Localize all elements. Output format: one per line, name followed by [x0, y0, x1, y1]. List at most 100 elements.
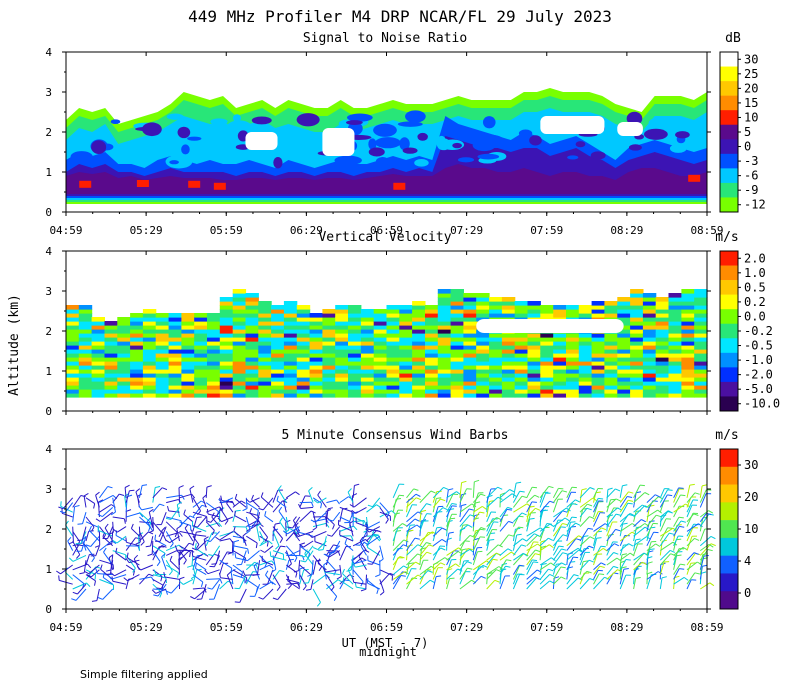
colorbar-swatch: [720, 449, 738, 468]
wind-barb-flag: [240, 572, 243, 578]
velocity-cell: [578, 357, 593, 362]
velocity-cell: [78, 381, 93, 386]
wind-barb: [299, 564, 312, 576]
wind-barb-flag: [294, 522, 299, 527]
velocity-cell: [386, 341, 400, 346]
wind-barb-flag: [174, 532, 178, 538]
wind-barb: [619, 544, 624, 556]
velocity-cell: [412, 317, 426, 322]
wind-barb-flag: [251, 494, 254, 500]
wind-barb: [342, 581, 354, 590]
wind-barb-flag: [187, 565, 193, 568]
wind-barb: [60, 564, 73, 575]
wind-barb: [304, 545, 314, 558]
wind-barb: [472, 481, 475, 498]
colorbar-swatch: [720, 352, 738, 368]
wind-barb: [606, 569, 618, 580]
wind-barb-flag: [112, 539, 118, 544]
wind-barb-flag: [468, 508, 475, 511]
wind-barb-flag: [540, 540, 546, 543]
wind-barb-flag: [276, 495, 279, 501]
velocity-cell: [194, 381, 208, 386]
colorbar-swatch: [720, 182, 738, 198]
colorbar-label: 0: [744, 140, 751, 154]
wind-barb-flag: [621, 566, 627, 569]
velocity-cell: [437, 385, 452, 390]
velocity-cell: [694, 381, 708, 386]
wind-barb: [276, 500, 287, 508]
wind-barb-flag: [455, 563, 460, 568]
velocity-cell: [604, 381, 618, 386]
velocity-cell: [617, 301, 631, 306]
colorbar-swatch: [720, 153, 738, 169]
wind-barb-flag: [300, 542, 306, 545]
wind-barb: [124, 495, 127, 508]
velocity-cell: [322, 357, 336, 362]
wind-barb: [579, 570, 588, 580]
snr-contour-patch: [181, 144, 190, 155]
velocity-cell: [232, 293, 247, 298]
snr-contour-band: [66, 164, 707, 194]
wind-barb-flag: [375, 574, 381, 578]
wind-barb: [553, 562, 562, 571]
wind-barb: [179, 521, 191, 526]
velocity-cell: [232, 313, 247, 318]
wind-barb-flag: [416, 497, 421, 501]
velocity-cell: [450, 389, 464, 394]
wind-barb: [211, 516, 220, 527]
wind-barb-flag: [282, 530, 288, 535]
velocity-cell: [591, 309, 605, 314]
wind-barb: [432, 538, 443, 547]
wind-barb-flag: [698, 523, 703, 528]
wind-barb: [459, 579, 472, 590]
velocity-cell: [501, 309, 516, 314]
wind-barb-flag: [271, 569, 277, 573]
wind-barb-flag: [441, 538, 447, 543]
wind-barb: [277, 489, 287, 503]
wind-barb: [673, 494, 681, 508]
wind-barb: [366, 504, 377, 513]
velocity-cell: [219, 301, 234, 306]
wind-barb-flag: [467, 548, 473, 551]
wind-barb-flag: [279, 517, 283, 523]
wind-barb: [221, 497, 234, 504]
wind-barb: [304, 553, 314, 566]
velocity-cell: [322, 381, 336, 386]
velocity-cell: [386, 321, 400, 326]
velocity-cell: [232, 353, 247, 358]
wind-barb: [459, 488, 468, 503]
wind-barb-flag: [84, 570, 89, 575]
velocity-cell: [668, 297, 682, 302]
velocity-cell: [155, 317, 170, 322]
wind-barb: [96, 588, 100, 601]
wind-barb: [633, 504, 643, 513]
velocity-cell: [463, 333, 477, 338]
wind-barb: [75, 588, 87, 601]
velocity-cell: [489, 305, 503, 310]
velocity-cell: [91, 369, 105, 374]
velocity-cell: [450, 293, 464, 298]
wind-title: 5 Minute Consensus Wind Barbs: [282, 428, 509, 443]
velocity-cell: [450, 361, 464, 366]
wind-barb-flag: [703, 555, 709, 557]
wind-barb: [459, 561, 468, 571]
velocity-cell: [104, 345, 118, 350]
velocity-cell: [681, 329, 695, 334]
wind-barb-flag: [679, 525, 685, 528]
velocity-cell: [412, 393, 426, 398]
velocity-cell: [578, 345, 593, 350]
velocity-cell: [245, 329, 259, 334]
colorbar-swatch: [720, 591, 738, 610]
velocity-cell: [258, 305, 272, 310]
velocity-cell: [78, 325, 93, 330]
wind-barb-flag: [479, 511, 485, 514]
velocity-cell: [489, 349, 503, 354]
velocity-cell: [117, 353, 131, 358]
velocity-cell: [617, 345, 631, 350]
wind-barb: [138, 485, 143, 498]
wind-barb: [241, 550, 247, 565]
wind-barb-flag: [560, 576, 566, 580]
velocity-cell: [296, 349, 311, 354]
velocity-cell: [630, 293, 644, 298]
velocity-cell: [694, 393, 708, 398]
